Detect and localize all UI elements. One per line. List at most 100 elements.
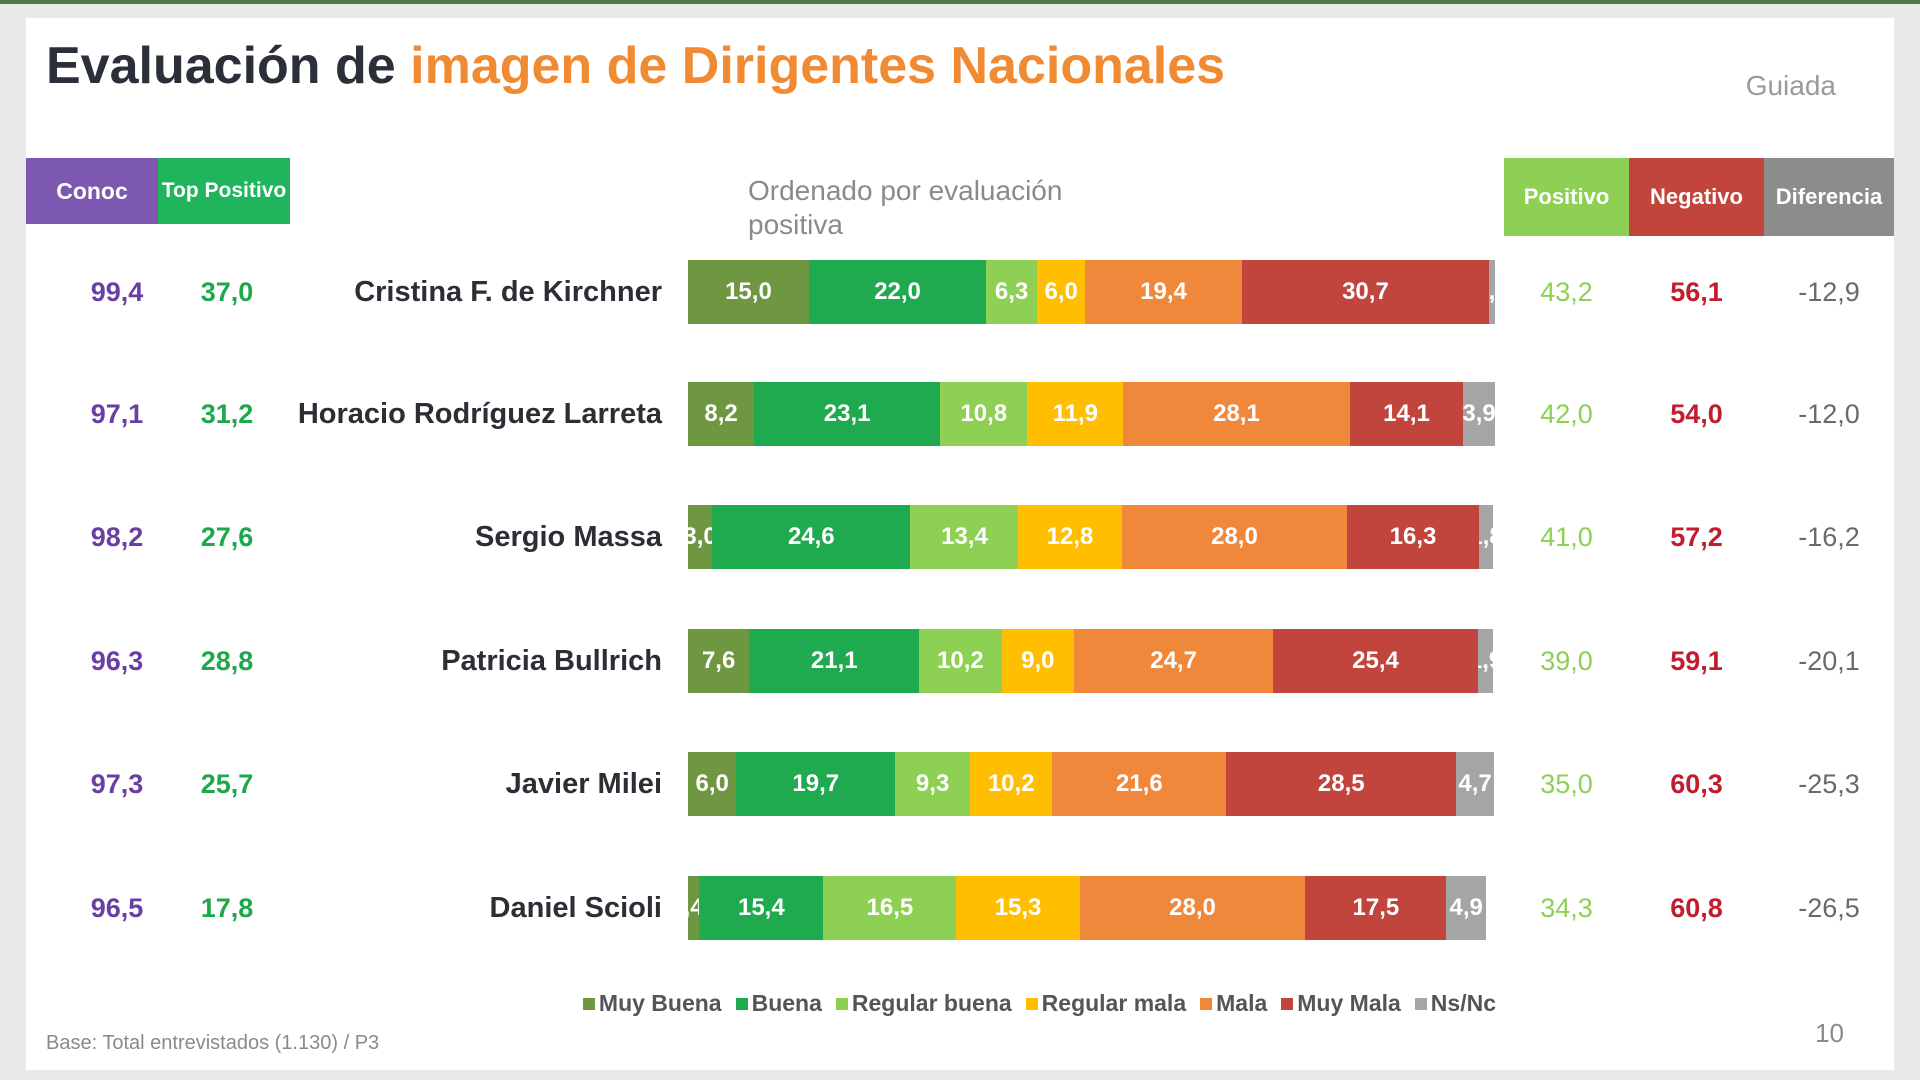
data-label: 23,1	[823, 400, 871, 427]
data-label: 24,6	[787, 523, 835, 550]
page-number: 10	[1815, 1018, 1844, 1048]
header-conoc: Conoc	[26, 158, 158, 224]
chart-row: 97,1 31,2 Horacio Rodríguez Larreta 8,2 23,1…	[26, 382, 1894, 446]
legend-item: Regular buena	[835, 990, 1012, 1017]
category-label: Patricia Bullrich	[441, 644, 662, 677]
legend-item: Buena	[735, 990, 822, 1017]
data-label: 9,0	[1021, 647, 1055, 674]
stacked-bar: 3,0 24,6 13,4 12,8 28,0 16,3 1,8	[688, 505, 1494, 569]
bar-segment: 25,4	[1273, 629, 1478, 693]
diferencia-value: -20,1	[1798, 645, 1860, 676]
data-label: 4,9	[1449, 894, 1483, 921]
bar-segment: 28,0	[1121, 505, 1348, 569]
conoc-value: 96,5	[90, 892, 144, 923]
conoc-value: 98,2	[90, 521, 144, 552]
top-positivo-value: 27,6	[200, 521, 254, 552]
legend-swatch	[835, 997, 848, 1010]
bar-segment: 6,0	[1036, 260, 1086, 324]
data-label: 15,4	[737, 894, 785, 921]
data-label: 16,3	[1389, 523, 1437, 550]
data-label: 9,3	[915, 770, 950, 797]
mode-label: Guiada	[1745, 70, 1836, 101]
legend-label: Muy Mala	[1297, 990, 1401, 1016]
bar-segment: 22,0	[808, 260, 987, 324]
positivo-value: 41,0	[1540, 521, 1593, 552]
data-label: 21,6	[1115, 770, 1163, 797]
data-label: 22,0	[874, 278, 921, 305]
stacked-bar: 7,6 21,1 10,2 9,0 24,7 25,4 1,9	[688, 629, 1494, 693]
bar-segment: 6,3	[986, 260, 1037, 324]
chart-legend: Muy Buena Buena Regular buena Regular mala M…	[546, 990, 1496, 1017]
data-label: 10,2	[987, 770, 1035, 797]
bar-segment: 1,9	[1477, 629, 1494, 693]
negativo-value: 60,3	[1670, 768, 1723, 799]
footnote: Base: Total entrevistados (1.130) / P3	[46, 1032, 380, 1054]
title-part2: imagen de Dirigentes Nacionales	[410, 37, 1226, 95]
data-label: 21,1	[810, 647, 858, 674]
data-label: 24,7	[1150, 647, 1197, 674]
data-label: 16,5	[866, 894, 914, 921]
stacked-bar: 6,0 19,7 9,3 10,2 21,6 28,5 4,7	[688, 752, 1494, 816]
data-label: 6,3	[994, 278, 1029, 305]
data-label: 7,6	[701, 647, 736, 674]
positivo-value: 42,0	[1540, 398, 1593, 429]
legend-label: Muy Buena	[598, 990, 722, 1016]
diferencia-value: -16,2	[1798, 521, 1860, 552]
positivo-value: 34,3	[1540, 892, 1593, 923]
legend-item: Mala	[1200, 990, 1267, 1017]
bar-segment: 12,8	[1018, 505, 1122, 569]
bar-segment: 13,4	[910, 505, 1019, 569]
chart-row: 96,5 17,8 Daniel Scioli ,4 15,4 16,5 15,3 28,0 1…	[26, 876, 1894, 940]
bar-segment: 16,3	[1347, 505, 1479, 569]
legend-swatch	[735, 997, 748, 1010]
legend-swatch	[1281, 997, 1294, 1010]
legend-label: Regular mala	[1041, 990, 1187, 1016]
data-label: 3,0	[688, 523, 713, 550]
negativo-value: 60,8	[1670, 892, 1723, 923]
negativo-value: 54,0	[1670, 398, 1723, 429]
bar-segment: 21,6	[1052, 752, 1227, 816]
diferencia-value: -25,3	[1798, 768, 1860, 799]
bar-segment: 6,0	[688, 752, 737, 816]
bar-segment: 15,3	[956, 876, 1080, 940]
legend-swatch	[1200, 997, 1213, 1010]
data-label: 0,7	[1489, 278, 1495, 306]
data-label: 19,4	[1140, 278, 1187, 305]
legend-label: Ns/Nc	[1430, 990, 1496, 1016]
bar-segment: 21,1	[749, 629, 920, 693]
bar-segment: 7,6	[688, 629, 750, 693]
data-label: 19,7	[792, 770, 840, 797]
conoc-value: 96,3	[90, 645, 144, 676]
chart-row: 98,2 27,6 Sergio Massa 3,0 24,6 13,4 12,8 28,0 1…	[26, 505, 1894, 569]
bar-segment: 4,9	[1446, 876, 1486, 940]
top-positivo-value: 17,8	[200, 892, 254, 923]
legend-item: Ns/Nc	[1414, 990, 1496, 1017]
data-label: 3,9	[1463, 400, 1495, 427]
legend-swatch	[1025, 997, 1038, 1010]
header-top-positivo: Top Positivo	[158, 158, 290, 224]
legend-swatch	[1414, 997, 1427, 1010]
data-label: 6,0	[695, 770, 729, 797]
bar-segment: 28,0	[1079, 876, 1306, 940]
bar-segment: 10,2	[970, 752, 1053, 816]
bar-segment: 11,9	[1027, 382, 1124, 446]
negativo-value: 57,2	[1670, 521, 1723, 552]
legend-swatch	[582, 997, 595, 1010]
bar-segment: 24,6	[712, 505, 911, 569]
data-label: 28,1	[1213, 400, 1260, 427]
slide-title: Evaluación de imagen de Dirigentes Nacio…	[46, 36, 1225, 96]
bar-segment: 14,1	[1349, 382, 1464, 446]
data-label: 13,4	[941, 523, 988, 550]
data-label: 15,0	[725, 278, 772, 305]
bar-segment: 28,1	[1123, 382, 1350, 446]
header-negativo: Negativo	[1629, 158, 1764, 236]
chart-row: 99,4 37,0 Cristina F. de Kirchner 15,0 22,0 6…	[26, 260, 1894, 324]
bar-segment: 17,5	[1305, 876, 1447, 940]
top-positivo-value: 31,2	[200, 398, 254, 429]
bar-segment: 9,3	[895, 752, 971, 816]
bar-segment: 0,7	[1489, 260, 1495, 324]
negativo-value: 59,1	[1670, 645, 1723, 676]
data-label: 6,0	[1044, 278, 1078, 305]
data-label: 12,8	[1046, 523, 1094, 550]
bar-segment: 1,8	[1478, 505, 1494, 569]
